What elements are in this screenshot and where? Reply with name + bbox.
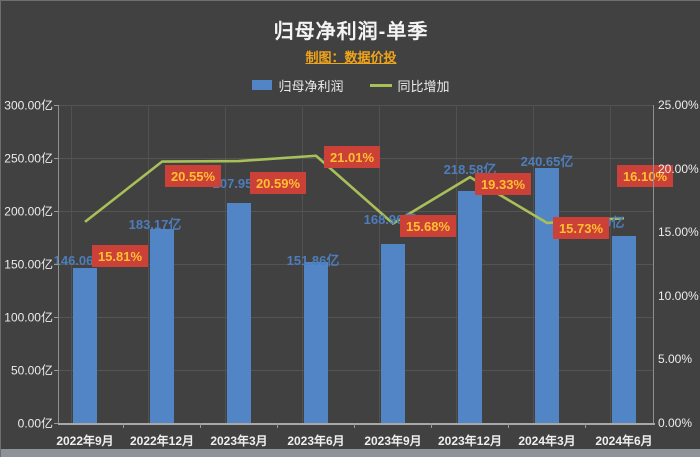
right-axis-tick-label: 5.00% bbox=[658, 352, 693, 367]
left-axis-tick bbox=[54, 423, 58, 424]
v-gridline bbox=[71, 105, 72, 423]
yoy-label-box: 15.68% bbox=[400, 215, 456, 237]
x-axis-category-label: 2023年12月 bbox=[437, 434, 503, 448]
bar-value-label: 183.17亿 bbox=[128, 217, 182, 232]
left-axis-tick-label: 100.00亿 bbox=[4, 310, 53, 325]
left-axis-line bbox=[58, 105, 59, 423]
left-axis-tick-label: 300.00亿 bbox=[4, 98, 53, 113]
right-axis-line bbox=[653, 105, 654, 423]
left-axis-tick bbox=[54, 264, 58, 265]
line-series-swatch-icon bbox=[369, 83, 392, 87]
legend-item-bar-series: 归母净利润 bbox=[252, 76, 344, 95]
bar-series-swatch-icon bbox=[252, 80, 273, 90]
h-gridline bbox=[58, 370, 653, 371]
v-gridline bbox=[533, 105, 534, 423]
yoy-label-box: 19.33% bbox=[475, 173, 531, 195]
h-gridline bbox=[58, 264, 653, 265]
legend-item-line-series: 同比增加 bbox=[369, 76, 450, 95]
x-axis-category-label: 2022年12月 bbox=[129, 434, 195, 448]
v-gridline bbox=[610, 105, 611, 423]
chart-subtitle: 制图：数据价投 bbox=[305, 50, 397, 65]
x-axis-tick bbox=[431, 423, 432, 428]
h-gridline bbox=[58, 211, 653, 212]
legend-label-bar-series: 归母净利润 bbox=[278, 78, 344, 94]
chart-title: 归母净利润-单季 bbox=[273, 21, 429, 43]
left-axis-tick-label: 0.00亿 bbox=[17, 416, 53, 431]
left-axis-tick bbox=[54, 211, 58, 212]
x-axis-tick bbox=[354, 423, 355, 428]
left-axis-tick bbox=[54, 158, 58, 159]
v-gridline bbox=[456, 105, 457, 423]
x-axis-category-label: 2023年6月 bbox=[287, 434, 345, 448]
bar-2024年6月 bbox=[612, 236, 636, 423]
x-axis-category-label: 2022年9月 bbox=[56, 434, 114, 448]
right-axis-tick-label: 15.00% bbox=[658, 225, 699, 240]
right-axis-tick-label: 10.00% bbox=[658, 288, 699, 303]
left-axis-tick-label: 250.00亿 bbox=[4, 151, 53, 166]
bar-2023年12月 bbox=[458, 191, 482, 423]
x-axis-category-label: 2023年3月 bbox=[210, 434, 268, 448]
yoy-label-box: 15.81% bbox=[92, 245, 148, 267]
x-axis-tick bbox=[123, 423, 124, 428]
bar-2022年9月 bbox=[73, 268, 97, 423]
chart-legend: 归母净利润 同比增加 bbox=[1, 76, 700, 95]
x-axis-tick bbox=[200, 423, 201, 428]
yoy-label-box: 16.10% bbox=[617, 165, 673, 187]
bar-value-label: 240.65亿 bbox=[520, 154, 574, 169]
bar-2024年3月 bbox=[535, 167, 559, 423]
h-gridline bbox=[58, 105, 653, 106]
h-gridline bbox=[58, 317, 653, 318]
right-axis-tick-label: 25.00% bbox=[658, 98, 699, 112]
left-axis-tick bbox=[54, 105, 58, 106]
bar-2022年12月 bbox=[150, 228, 174, 423]
x-axis-category-label: 2024年6月 bbox=[595, 434, 653, 448]
x-axis-tick bbox=[508, 423, 509, 428]
left-axis-tick bbox=[54, 370, 58, 371]
yoy-label-box: 21.01% bbox=[324, 146, 380, 168]
bar-2023年6月 bbox=[304, 262, 328, 423]
legend-label-line-series: 同比增加 bbox=[397, 78, 450, 94]
x-axis-category-label: 2023年9月 bbox=[364, 434, 422, 448]
right-axis-tick-label: 20.00% bbox=[658, 161, 699, 176]
yoy-label-box: 20.59% bbox=[250, 172, 306, 194]
v-gridline bbox=[302, 105, 303, 423]
v-gridline bbox=[148, 105, 149, 423]
x-axis-line bbox=[58, 423, 655, 425]
left-axis-tick-label: 150.00亿 bbox=[4, 257, 53, 272]
x-axis-tick bbox=[277, 423, 278, 428]
yoy-label-box: 20.55% bbox=[165, 165, 221, 187]
bottom-strip bbox=[1, 449, 700, 457]
left-axis-tick bbox=[54, 317, 58, 318]
bar-value-label: 151.86亿 bbox=[286, 253, 340, 268]
bar-2023年9月 bbox=[381, 243, 405, 423]
right-axis-tick-label: 0.00% bbox=[658, 416, 693, 430]
left-axis-tick-label: 200.00亿 bbox=[4, 204, 53, 219]
x-axis-category-label: 2024年3月 bbox=[518, 434, 576, 448]
yoy-label-box: 15.73% bbox=[553, 217, 609, 239]
left-axis-tick-label: 50.00亿 bbox=[10, 363, 53, 378]
x-axis-tick bbox=[585, 423, 586, 428]
v-gridline bbox=[379, 105, 380, 423]
v-gridline bbox=[225, 105, 226, 423]
bar-2023年3月 bbox=[227, 202, 251, 423]
